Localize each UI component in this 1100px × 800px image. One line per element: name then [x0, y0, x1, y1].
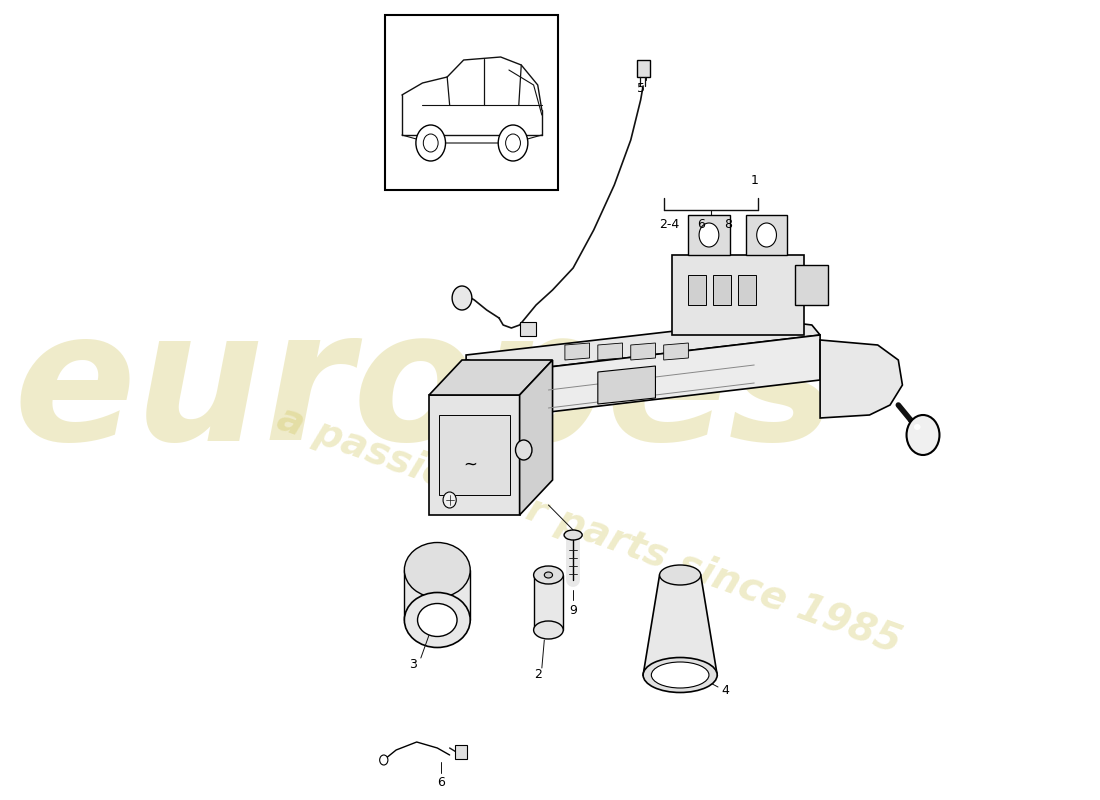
Text: a passion for parts since 1985: a passion for parts since 1985 — [273, 399, 906, 661]
Text: europes: europes — [13, 302, 836, 478]
Bar — [454, 745, 466, 759]
Circle shape — [416, 125, 446, 161]
Text: 9: 9 — [569, 603, 578, 617]
Polygon shape — [565, 343, 590, 360]
Polygon shape — [519, 360, 552, 515]
Text: 4: 4 — [722, 683, 729, 697]
Polygon shape — [466, 360, 524, 415]
Text: 2-4: 2-4 — [659, 218, 680, 231]
Polygon shape — [439, 415, 509, 495]
Ellipse shape — [651, 662, 710, 688]
Ellipse shape — [644, 658, 717, 693]
Ellipse shape — [405, 593, 470, 647]
Polygon shape — [637, 60, 650, 77]
Text: ~: ~ — [463, 456, 477, 474]
Ellipse shape — [660, 565, 701, 585]
Text: 6: 6 — [696, 218, 705, 231]
Polygon shape — [534, 575, 563, 630]
Ellipse shape — [405, 542, 470, 598]
Ellipse shape — [418, 603, 458, 637]
Polygon shape — [713, 275, 732, 305]
Polygon shape — [644, 575, 717, 675]
Polygon shape — [672, 255, 804, 335]
Polygon shape — [821, 340, 902, 418]
Text: 5: 5 — [638, 82, 646, 94]
Ellipse shape — [544, 572, 552, 578]
Text: 2: 2 — [535, 669, 542, 682]
Polygon shape — [746, 215, 788, 255]
Text: 3: 3 — [409, 658, 417, 671]
Polygon shape — [429, 360, 552, 395]
Ellipse shape — [534, 621, 563, 639]
Polygon shape — [597, 366, 656, 404]
Ellipse shape — [564, 530, 582, 540]
Polygon shape — [738, 275, 756, 305]
Circle shape — [498, 125, 528, 161]
Circle shape — [700, 223, 718, 247]
Polygon shape — [405, 570, 470, 620]
Circle shape — [379, 755, 388, 765]
Circle shape — [506, 134, 520, 152]
Polygon shape — [630, 343, 656, 360]
Polygon shape — [524, 335, 821, 415]
Polygon shape — [597, 343, 623, 360]
Circle shape — [516, 440, 532, 460]
Polygon shape — [795, 265, 828, 305]
Circle shape — [452, 286, 472, 310]
Polygon shape — [429, 395, 519, 515]
Text: 8: 8 — [724, 218, 732, 231]
Polygon shape — [689, 215, 729, 255]
Text: 6: 6 — [438, 775, 446, 789]
Circle shape — [424, 134, 438, 152]
Circle shape — [906, 415, 939, 455]
Ellipse shape — [914, 424, 921, 430]
Circle shape — [443, 492, 456, 508]
Text: 1: 1 — [750, 174, 758, 186]
Bar — [519, 322, 536, 336]
Polygon shape — [466, 320, 821, 370]
Polygon shape — [689, 275, 706, 305]
Bar — [385, 15, 559, 190]
Ellipse shape — [534, 566, 563, 584]
Circle shape — [757, 223, 777, 247]
Polygon shape — [663, 343, 689, 360]
